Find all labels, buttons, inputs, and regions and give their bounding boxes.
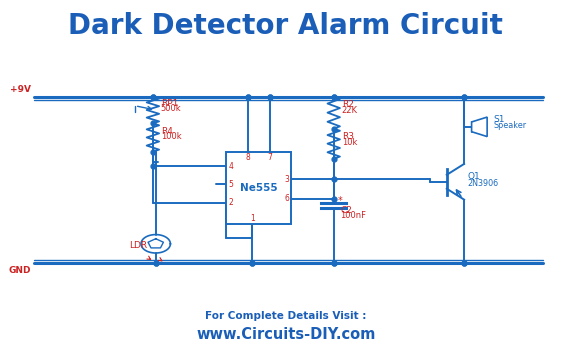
Text: R4: R4 [161, 127, 172, 136]
Text: 500k: 500k [161, 104, 182, 113]
Text: +9V: +9V [10, 85, 31, 94]
Text: 2N3906: 2N3906 [467, 179, 498, 188]
Text: 10k: 10k [341, 138, 357, 147]
Text: Ne555: Ne555 [240, 183, 278, 193]
Text: 100k: 100k [161, 132, 182, 141]
Bar [472, 122, 481, 132]
Bar [226, 152, 291, 224]
Text: 2: 2 [228, 198, 234, 207]
Text: 5: 5 [228, 180, 234, 189]
Text: Speaker: Speaker [493, 121, 526, 130]
Text: R3: R3 [341, 132, 353, 141]
Text: LDR: LDR [129, 241, 147, 250]
Text: 1: 1 [250, 214, 255, 223]
Text: C2: C2 [340, 206, 352, 215]
Text: Q1: Q1 [467, 172, 480, 181]
Text: 7: 7 [267, 153, 272, 162]
Text: 22K: 22K [341, 106, 357, 115]
Text: 100nF: 100nF [340, 211, 367, 220]
Text: For Complete Details Visit :: For Complete Details Visit : [205, 311, 367, 321]
Text: 8: 8 [246, 153, 250, 162]
Text: R2: R2 [341, 100, 353, 109]
Text: *: * [337, 196, 343, 206]
Text: S1: S1 [493, 114, 505, 123]
Polygon shape [472, 117, 487, 136]
Text: www.Circuits-DIY.com: www.Circuits-DIY.com [196, 327, 375, 342]
Text: RP1: RP1 [161, 99, 178, 108]
Text: GND: GND [9, 266, 31, 275]
Text: Dark Detector Alarm Circuit: Dark Detector Alarm Circuit [69, 12, 503, 40]
Text: 3: 3 [284, 175, 289, 184]
Text: 6: 6 [284, 194, 289, 203]
Text: 4: 4 [228, 162, 234, 171]
